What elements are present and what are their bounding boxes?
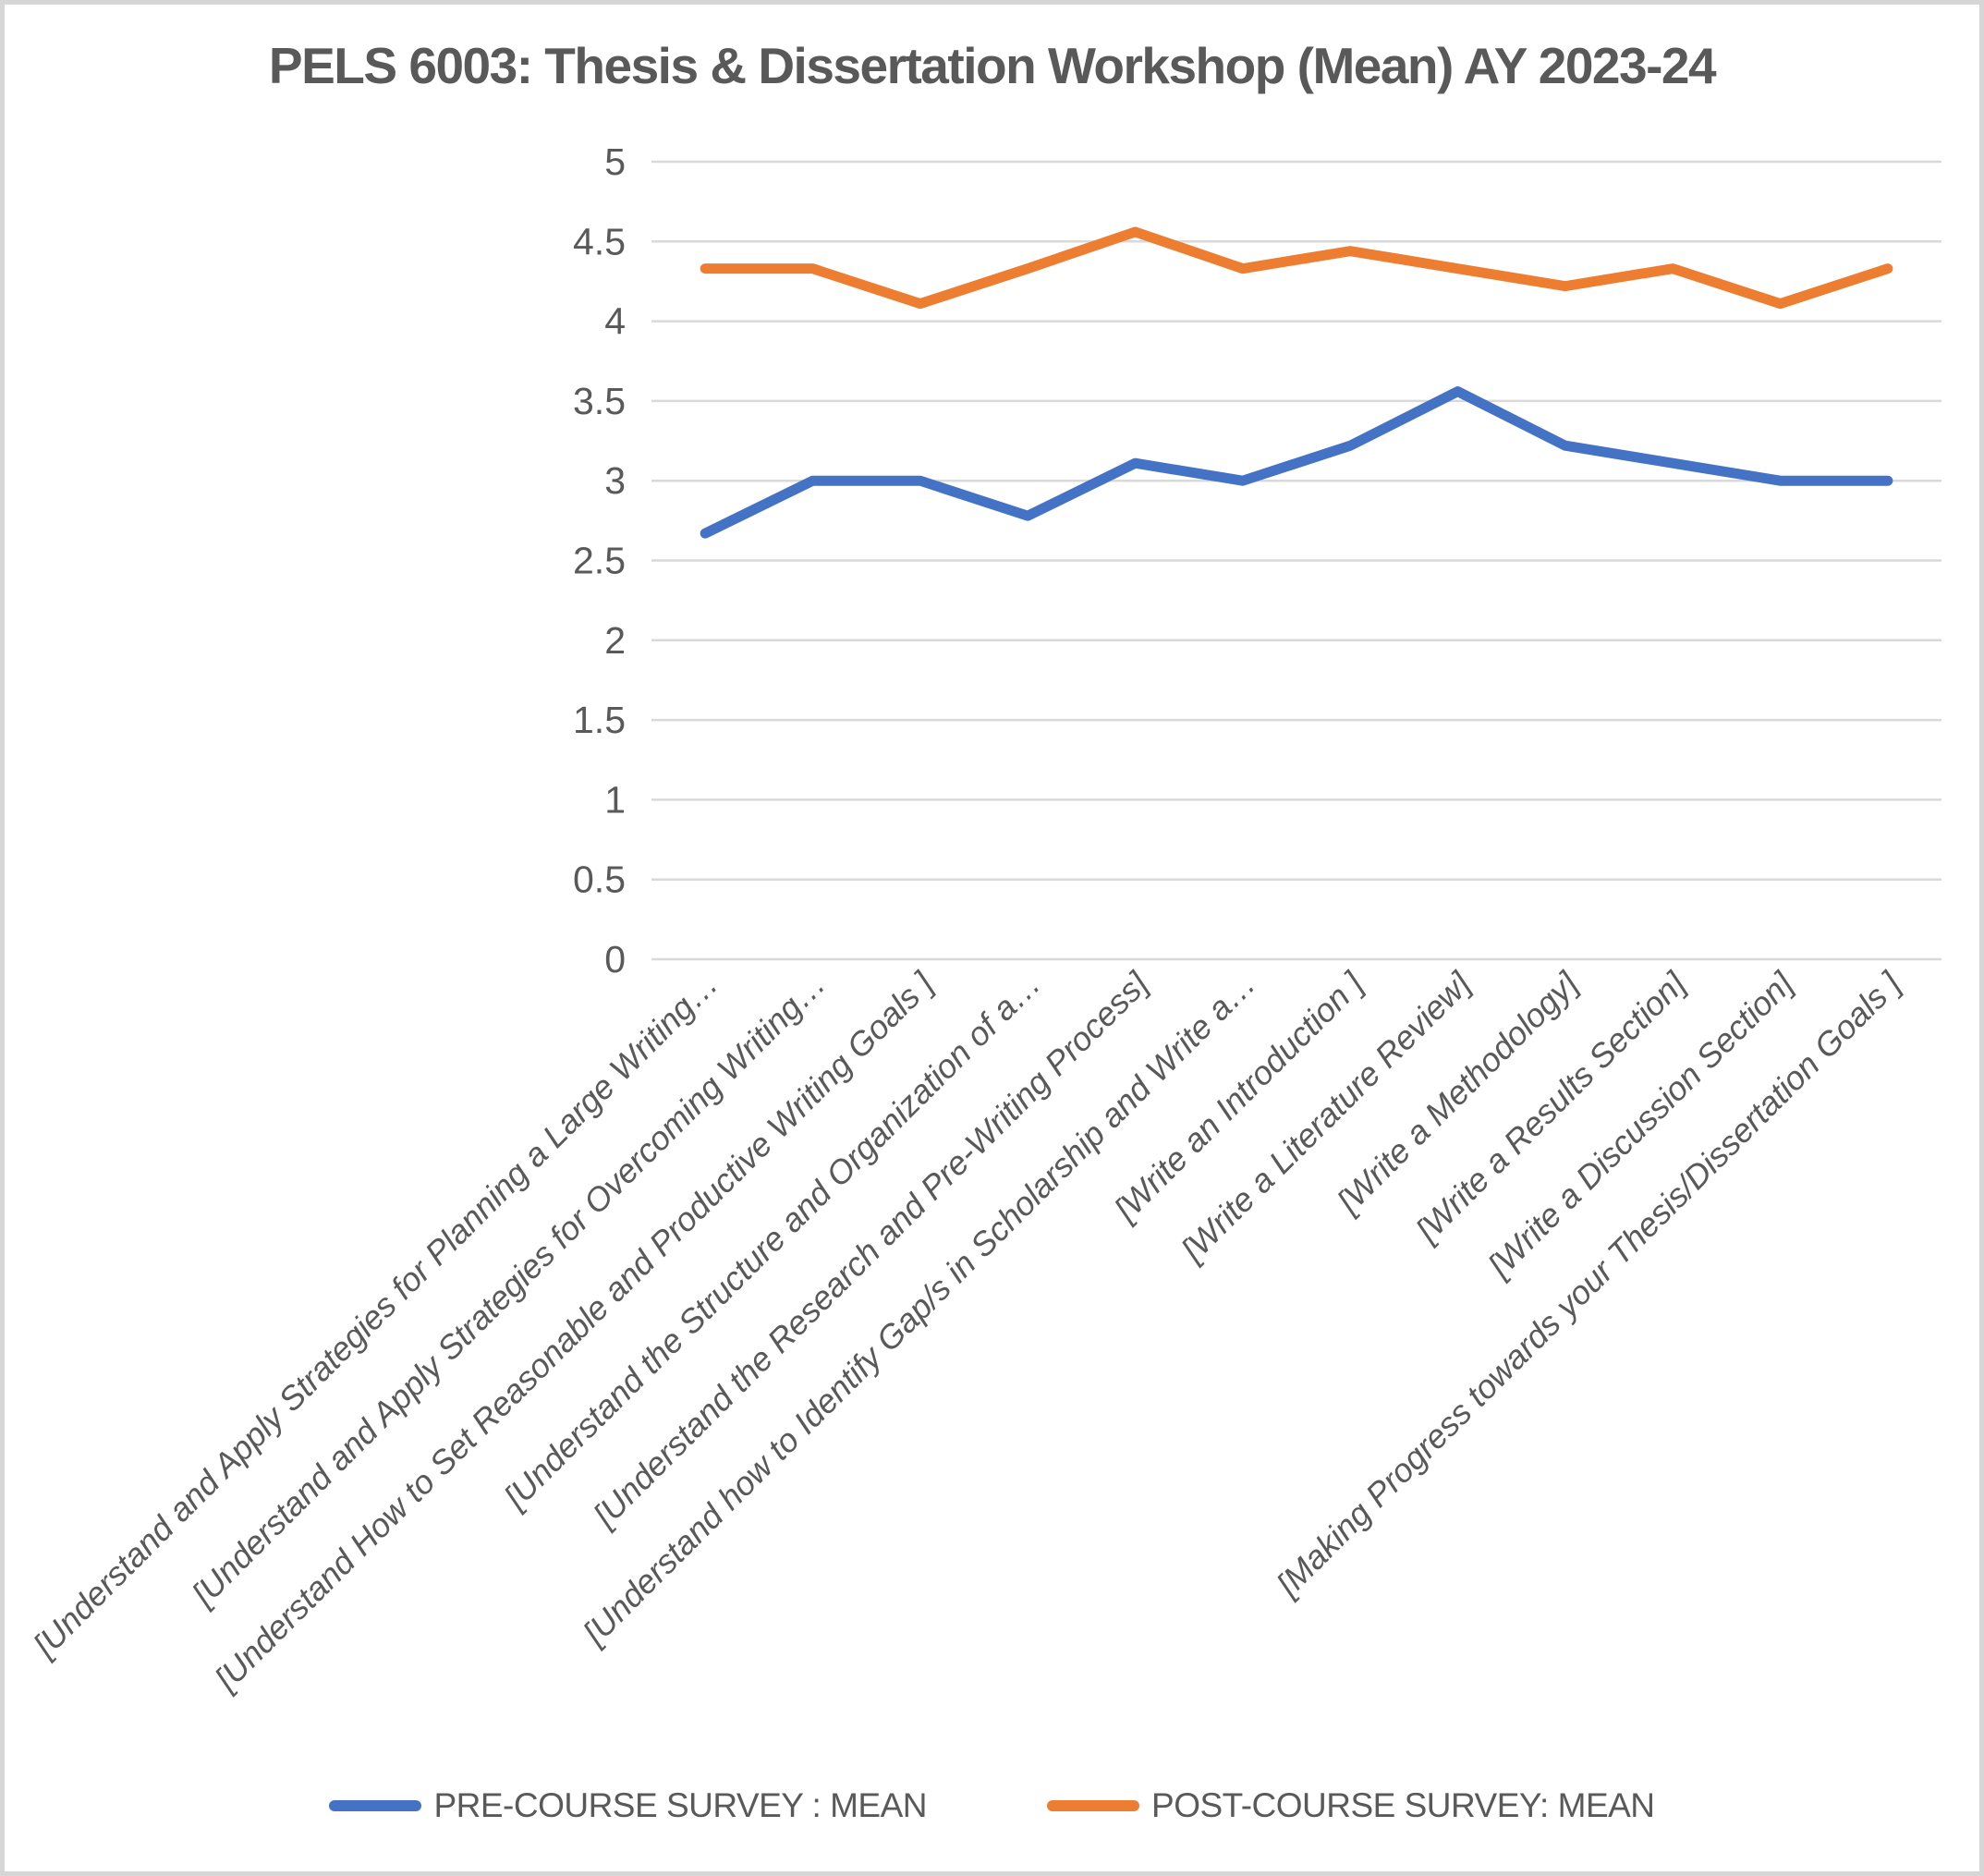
post-course-series-line — [700, 226, 1893, 310]
y-axis-tick-label: 0.5 — [573, 859, 626, 901]
x-axis-category-label: [Understand and Apply Strategies for Pla… — [25, 965, 724, 1664]
pre-course-line-swatch — [329, 1800, 422, 1811]
y-axis-tick-label: 1 — [604, 778, 626, 821]
y-axis-tick-label: 0 — [604, 938, 626, 981]
legend-item-pre-course: PRE-COURSE SURVEY : MEAN — [329, 1786, 928, 1825]
y-axis-tick-label: 5 — [604, 140, 626, 183]
y-axis-tick-label: 3.5 — [573, 380, 626, 422]
legend-item-post-course: POST-COURSE SURVEY: MEAN — [1047, 1786, 1655, 1825]
y-axis-tick-label: 4.5 — [573, 220, 626, 262]
y-axis-tick-label: 1.5 — [573, 699, 626, 741]
y-axis-tick-label: 4 — [604, 300, 626, 343]
y-axis-tick-label: 2 — [604, 619, 626, 662]
y-axis-tick-label: 3 — [604, 459, 626, 502]
legend-label-pre-course: PRE-COURSE SURVEY : MEAN — [433, 1786, 928, 1824]
legend: PRE-COURSE SURVEY : MEAN POST-COURSE SUR… — [5, 1786, 1979, 1825]
pre-course-series-line — [700, 386, 1893, 539]
plot-area: 0 0.5 1 1.5 2 2.5 3 3.5 4 4.5 5 [Understand and App… — [25, 140, 1941, 1698]
y-axis-tick-label: 2.5 — [573, 540, 626, 582]
x-axis-category-label: [Understand How to Set Reasonable and Pr… — [207, 964, 941, 1698]
post-course-line-swatch — [1047, 1800, 1140, 1811]
legend-label-post-course: POST-COURSE SURVEY: MEAN — [1151, 1786, 1655, 1824]
chart-title: PELS 6003: Thesis & Dissertation Worksho… — [268, 37, 1717, 94]
